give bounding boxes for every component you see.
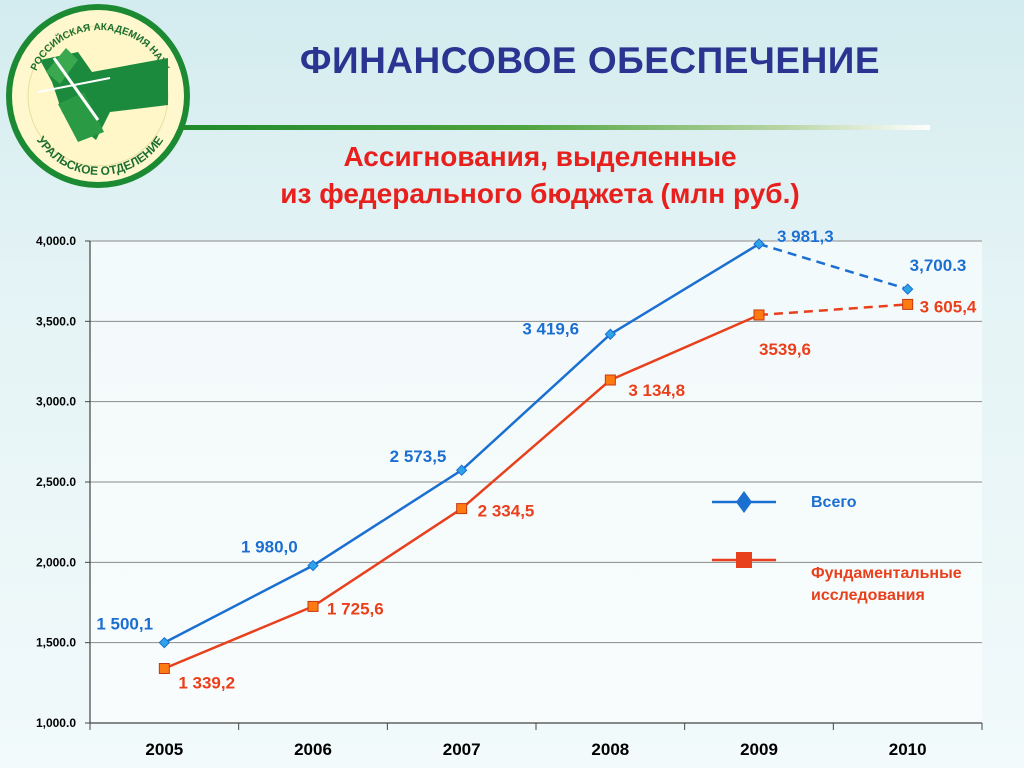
legend-label: Всего — [811, 494, 857, 511]
legend-label: Фундаментальные — [811, 565, 962, 582]
y-tick-label: 2,000.0 — [36, 555, 76, 569]
data-label: 3 419,6 — [522, 319, 579, 338]
series-markers — [158, 238, 914, 675]
data-label: 3 134,8 — [628, 381, 685, 400]
data-point-marker — [455, 464, 468, 476]
y-tick-label: 3,500.0 — [36, 314, 76, 328]
data-point-marker — [604, 374, 616, 386]
data-label: 1 500,1 — [96, 615, 153, 634]
data-label: 3 605,4 — [920, 297, 977, 316]
x-tick-label: 2010 — [889, 740, 927, 759]
data-labels: 1 500,1 1 980,0 2 573,5 3 419,6 3 981,3 3,700… — [96, 227, 977, 693]
chart-title-line-2: из федерального бюджета (млн руб.) — [280, 178, 800, 209]
data-point-marker — [307, 559, 319, 572]
series-projection-0 — [758, 242, 909, 291]
institution-logo: РОССИЙСКАЯ АКАДЕМИЯ НАУК УРАЛЬСКОЕ ОТДЕЛ… — [6, 4, 190, 188]
data-point-marker — [753, 309, 765, 321]
page-title: ФИНАНСОВОЕ ОБЕСПЕЧЕНИЕ — [299, 40, 881, 81]
y-tick-label: 2,500.0 — [36, 475, 76, 489]
y-tick-label: 3,000.0 — [36, 395, 76, 409]
data-label: 3,700.3 — [910, 256, 967, 275]
chart-title: Ассигнования, выделенные из федерального… — [180, 138, 900, 212]
data-point-marker — [456, 503, 468, 515]
data-point-marker — [158, 663, 170, 675]
data-point-marker — [902, 298, 914, 310]
y-tick-label: 1,500.0 — [36, 636, 76, 650]
chart-legend: Всего Фундаментальные исследования — [712, 491, 962, 604]
y-tick-label: 1,000.0 — [36, 716, 76, 730]
y-tick-label: 4,000.0 — [36, 234, 76, 248]
x-tick-label: 2009 — [740, 740, 778, 759]
axes — [89, 241, 983, 730]
logo-emblem-shape — [37, 48, 168, 142]
legend-marker — [736, 491, 752, 513]
data-label: 2 573,5 — [390, 447, 447, 466]
x-tick-label: 2008 — [591, 740, 629, 759]
data-label: 1 339,2 — [178, 674, 235, 693]
data-point-marker — [901, 283, 914, 295]
legend-label: исследования — [811, 587, 925, 604]
title-divider — [180, 125, 930, 130]
data-label: 2 334,5 — [478, 502, 535, 521]
x-tick-label: 2005 — [145, 740, 183, 759]
chart-title-line-1: Ассигнования, выделенные — [343, 141, 737, 172]
x-tick-label: 2007 — [443, 740, 481, 759]
x-tick-label: 2006 — [294, 740, 332, 759]
data-point-marker — [307, 600, 319, 612]
data-label: 3 981,3 — [777, 227, 834, 246]
data-point-marker — [753, 238, 765, 250]
x-tick-labels: 2005 2006 2007 2008 2009 2010 — [145, 740, 926, 759]
legend-marker — [736, 552, 752, 568]
series-projection-1 — [758, 303, 908, 317]
data-label: 3539,6 — [759, 340, 811, 359]
data-label: 1 725,6 — [327, 599, 384, 618]
data-point-marker — [604, 328, 617, 340]
data-label: 1 980,0 — [241, 538, 298, 557]
y-tick-labels: 1,000.0 1,500.0 2,000.0 2,500.0 3,000.0 3,500… — [36, 234, 76, 730]
data-point-marker — [158, 636, 171, 649]
